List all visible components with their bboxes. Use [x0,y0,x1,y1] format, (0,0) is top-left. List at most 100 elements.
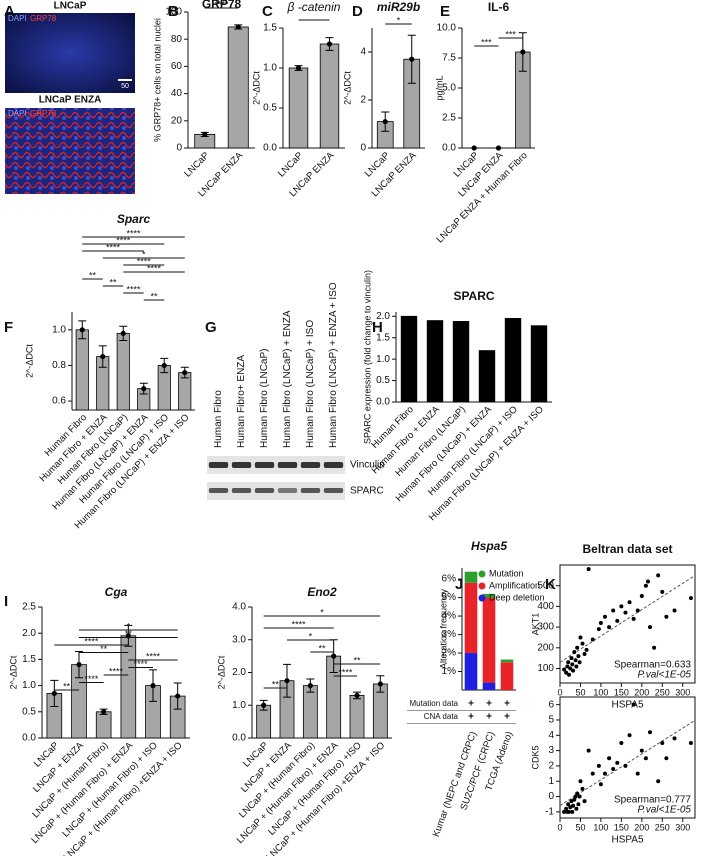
point [648,730,652,735]
point [577,794,582,799]
y-tick-label: 0.5 [22,706,36,717]
point [574,664,579,669]
point [565,664,570,669]
point [619,604,624,609]
band [254,488,275,493]
x-tick-label: 150 [614,687,629,697]
y-tick-label: 1.0 [22,680,36,691]
significance-label: **** [134,659,149,669]
point [598,782,603,787]
y-tick-label: 6 [548,699,554,710]
panel-label: I [4,593,8,610]
chart-title: SPARC [453,289,494,303]
band-label: Vinculin [350,460,385,471]
band [300,462,321,468]
x-axis-label: HSPA5 [611,700,643,711]
scale-label: 50 [121,83,129,90]
mean-dot [101,709,107,715]
panel-label: H [372,319,383,336]
significance-label: * [142,249,146,259]
mean-dot [409,56,415,62]
y-tick-label: 7.5 [442,53,456,64]
significance-label: **** [126,228,141,238]
bar [478,350,496,403]
legend-label: Mutation [489,568,524,578]
x-tick-label: 200 [634,822,649,832]
y-tick-label: 5 [548,715,554,726]
panel-label: A [4,3,15,20]
point [584,647,589,652]
y-tick-label: 300 [537,622,554,633]
significance-label: *** [481,37,492,47]
y-axis-label: 2^-ΔDCt [8,655,18,689]
y-tick-label: 0 [176,143,182,154]
point [635,771,640,776]
point [586,748,591,753]
plot-frame [559,696,696,819]
western-blot: Vinculin SPARC [207,456,385,500]
stat-label: P.val<1E-05 [638,670,692,681]
row-cell: + [504,699,510,710]
significance-label: **** [214,0,229,9]
point [576,654,581,659]
bar-segment [482,682,496,690]
lane-label: Human Fibro (LNCaP) [259,349,270,448]
bar-segment [482,597,496,683]
band [208,462,229,468]
y-tick-label: -1 [545,807,554,818]
x-axis-label: HSPA5 [611,835,643,846]
y-tick-label: 400 [537,601,554,612]
significance-label: ** [353,655,361,665]
x-tick-label: 0 [557,822,562,832]
image-label: LNCaP [54,1,87,12]
point [582,652,587,657]
panel-label: D [352,3,363,20]
x-tick-label: 250 [655,687,670,697]
x-tick-label: 50 [575,822,585,832]
point [575,791,580,796]
band [300,488,321,493]
y-axis-label: CDK5 [530,745,540,769]
y-tick-label: 1.5 [22,654,36,665]
point [645,579,650,584]
y-tick-label: 0.0 [263,143,277,154]
y-tick-label: 100 [537,663,554,674]
y-tick-label: 0.8 [52,360,66,371]
point [567,809,571,814]
point [664,614,669,619]
legend-swatch [478,582,486,590]
point [590,637,595,642]
significance-label: **** [338,667,353,677]
mean-dot [331,653,337,659]
chart-title: IL-6 [488,0,510,14]
row-cell: + [468,712,474,723]
panel-label: J [455,576,463,593]
chart-title: Hspa5 [471,539,507,553]
chart-title: GRP78 [202,0,242,11]
panel-label: E [440,3,450,20]
point [574,806,579,811]
panel-label: C [262,3,273,20]
stat-label: Spearman=0.777 [614,795,691,806]
point [656,779,661,784]
mean-dot [382,119,388,125]
bar-segment [464,653,478,690]
mean-dot [150,683,156,689]
y-tick-label: 0.6 [52,396,66,407]
legend-swatch [478,570,486,578]
lane-label: Human Fibro (LNCaP) + ISO [305,320,316,448]
bar-segment [464,571,478,583]
panel-label: G [205,319,217,336]
x-tick-label: LNCaP [276,150,305,179]
point [590,771,595,776]
significance-label: ** [125,629,133,639]
lane-label: Human Fibro (LNCaP) + ENZA + ISO [328,282,339,448]
point [615,618,620,623]
point [567,672,571,677]
point [575,645,580,650]
point [631,702,636,707]
y-tick-label: 1 [548,776,554,787]
y-tick-label: 2.0 [232,667,246,678]
y-tick-label: 2.5 [442,113,456,124]
bar [349,695,365,739]
